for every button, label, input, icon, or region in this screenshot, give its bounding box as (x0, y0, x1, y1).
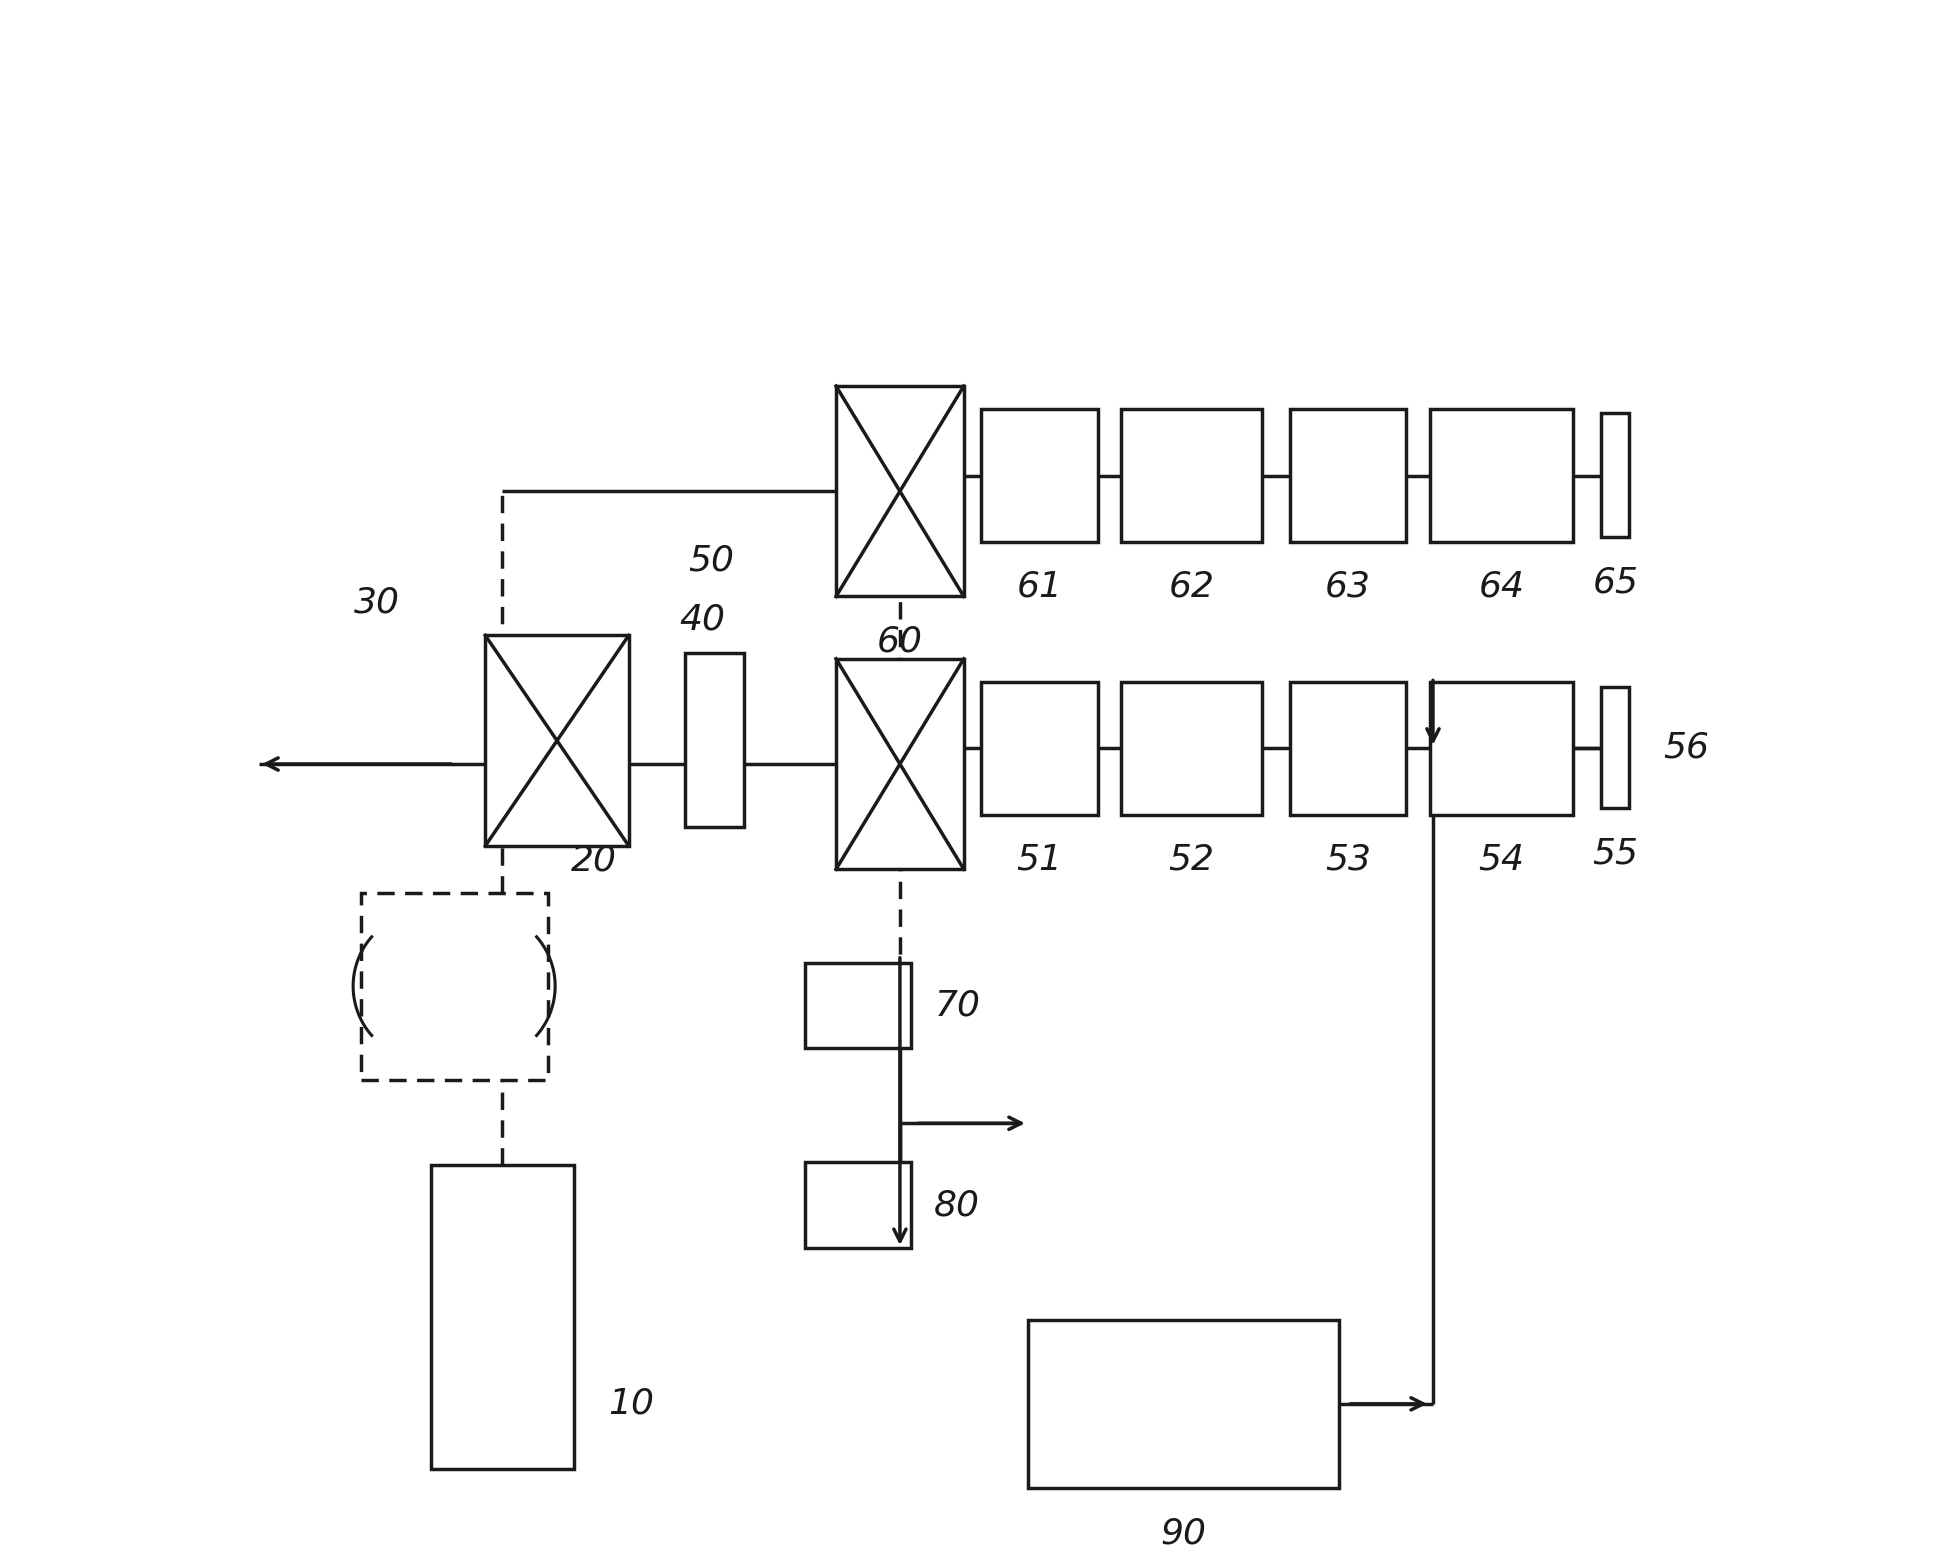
Text: 51: 51 (1017, 843, 1061, 876)
Bar (1290, 409, 1406, 542)
Bar (980, 682, 1098, 815)
Bar (360, 893, 548, 1080)
Text: 70: 70 (934, 989, 980, 1023)
Text: 53: 53 (1325, 843, 1371, 876)
Text: 54: 54 (1478, 843, 1524, 876)
Text: 62: 62 (1168, 570, 1214, 603)
Bar (1122, 409, 1261, 542)
Bar (486, 636, 630, 846)
Bar (980, 409, 1098, 542)
Text: 55: 55 (1592, 837, 1639, 871)
Text: 10: 10 (608, 1387, 655, 1420)
Bar (1602, 412, 1629, 537)
Text: 56: 56 (1664, 730, 1710, 765)
Bar (1290, 682, 1406, 815)
Bar (430, 1166, 573, 1470)
Text: 52: 52 (1168, 843, 1214, 876)
Bar (1430, 409, 1573, 542)
Bar (1122, 682, 1261, 815)
Bar (1029, 1319, 1340, 1489)
Text: 50: 50 (690, 544, 734, 578)
Bar (837, 385, 965, 597)
Text: 80: 80 (934, 1188, 980, 1222)
Text: 61: 61 (1017, 570, 1061, 603)
Bar (837, 658, 965, 870)
Bar (1602, 686, 1629, 809)
Bar (806, 1163, 910, 1247)
Text: 63: 63 (1325, 570, 1371, 603)
Text: 90: 90 (1160, 1517, 1207, 1550)
Text: 65: 65 (1592, 566, 1639, 599)
Text: 60: 60 (877, 625, 922, 658)
Text: 20: 20 (571, 843, 618, 878)
Text: 40: 40 (680, 603, 724, 636)
Text: 64: 64 (1478, 570, 1524, 603)
Bar (1430, 682, 1573, 815)
Text: 30: 30 (354, 586, 399, 621)
Bar (806, 962, 910, 1048)
Bar (686, 652, 744, 827)
